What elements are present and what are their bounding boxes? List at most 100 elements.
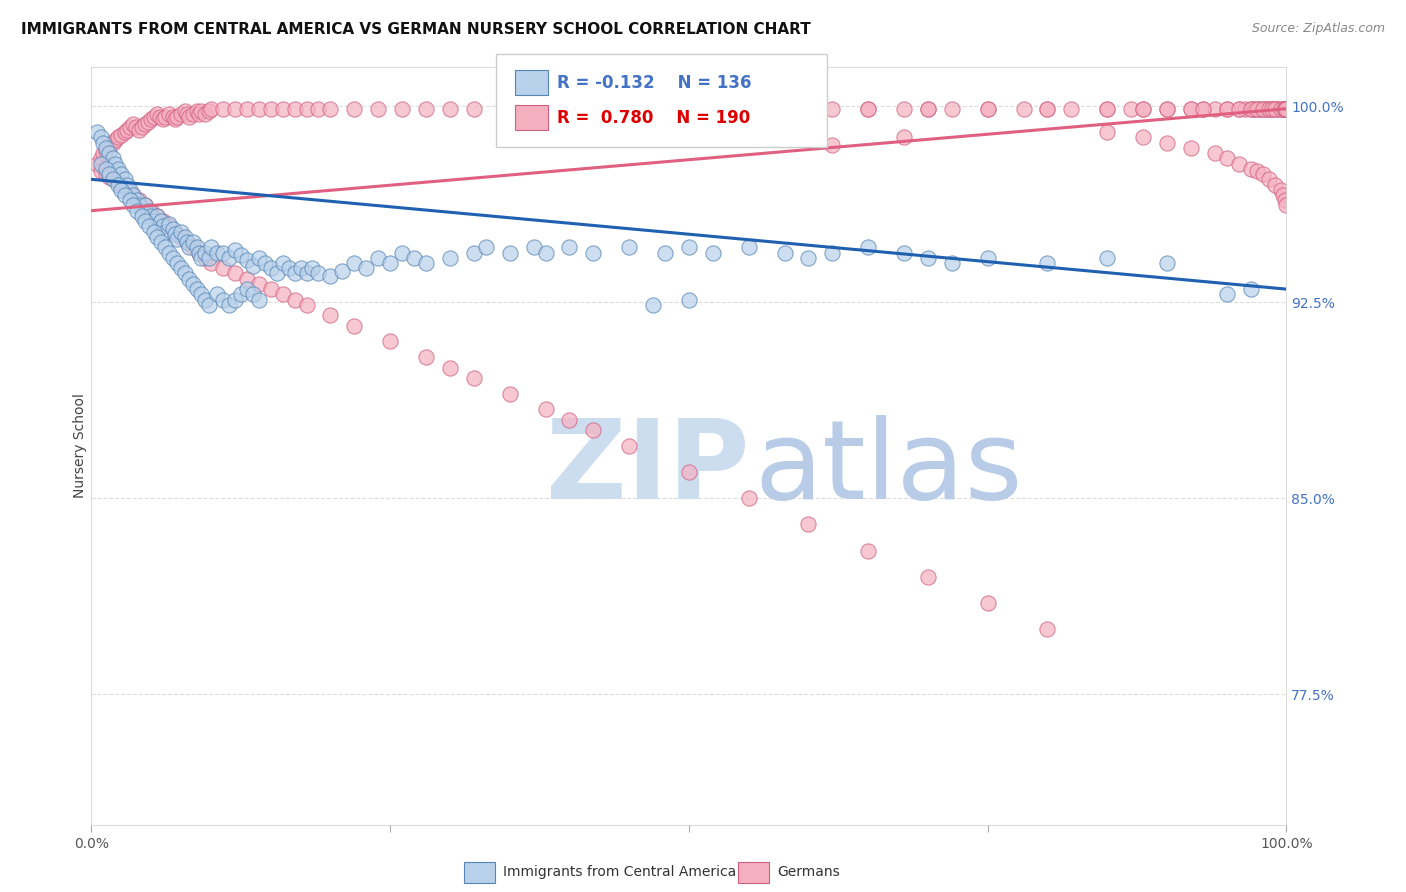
Point xyxy=(619,439,641,453)
Point xyxy=(131,209,153,223)
Point xyxy=(98,138,121,153)
Point xyxy=(125,193,148,207)
Point xyxy=(114,188,136,202)
Point xyxy=(194,107,217,121)
Point xyxy=(678,293,700,307)
Point xyxy=(146,107,169,121)
Point xyxy=(1204,146,1226,161)
Point xyxy=(1233,102,1256,116)
Point xyxy=(176,235,198,249)
Point xyxy=(1272,102,1295,116)
Point xyxy=(186,240,208,254)
Point xyxy=(118,120,141,134)
Point xyxy=(1264,102,1286,116)
Point xyxy=(1156,136,1178,150)
Point xyxy=(224,102,246,116)
Point xyxy=(1192,102,1215,116)
Y-axis label: Nursery School: Nursery School xyxy=(73,393,87,499)
Point xyxy=(190,251,212,265)
Point xyxy=(211,102,233,116)
Point xyxy=(181,277,204,291)
Point xyxy=(229,287,252,301)
Point xyxy=(1215,102,1237,116)
Point xyxy=(301,261,323,276)
Point xyxy=(122,188,145,202)
Point xyxy=(211,261,233,276)
Point xyxy=(181,240,204,254)
Point xyxy=(582,102,605,116)
Point xyxy=(136,115,159,129)
Point xyxy=(1265,102,1288,116)
Point xyxy=(170,230,193,244)
Point xyxy=(415,256,437,270)
Point xyxy=(856,102,880,116)
Point xyxy=(1180,102,1202,116)
Point xyxy=(1156,102,1178,116)
Point xyxy=(284,102,307,116)
Point xyxy=(110,128,132,142)
Text: R = -0.132    N = 136: R = -0.132 N = 136 xyxy=(557,74,751,92)
Point xyxy=(284,293,307,307)
Point xyxy=(197,251,219,265)
Text: Source: ZipAtlas.com: Source: ZipAtlas.com xyxy=(1251,22,1385,36)
Point xyxy=(224,267,246,281)
Point xyxy=(1215,102,1237,116)
Point xyxy=(134,198,156,212)
Point xyxy=(114,172,136,186)
Point xyxy=(1271,102,1294,116)
Point xyxy=(259,282,281,296)
Point xyxy=(125,203,148,218)
Point xyxy=(242,259,264,273)
Point xyxy=(378,334,402,349)
Point xyxy=(295,298,318,312)
Point xyxy=(463,102,485,116)
Point xyxy=(114,125,136,139)
Point xyxy=(641,298,664,312)
Point xyxy=(94,167,117,181)
Point xyxy=(128,198,150,212)
Point xyxy=(155,225,177,239)
Point xyxy=(1012,102,1035,116)
Point xyxy=(1258,102,1281,116)
Point xyxy=(893,130,915,145)
Point xyxy=(157,219,180,234)
Point xyxy=(1244,102,1267,116)
Text: Germans: Germans xyxy=(778,865,841,880)
Point xyxy=(821,102,844,116)
Point xyxy=(1275,198,1298,212)
Text: atlas: atlas xyxy=(755,416,1024,522)
Point xyxy=(1156,256,1178,270)
Point xyxy=(173,104,195,119)
Point xyxy=(1215,287,1237,301)
Point xyxy=(558,413,581,427)
Point xyxy=(149,214,172,228)
Point xyxy=(242,287,264,301)
Point xyxy=(821,245,844,260)
Point xyxy=(101,152,124,166)
Point xyxy=(115,178,138,192)
Point xyxy=(224,243,246,257)
Point xyxy=(737,240,759,254)
Point xyxy=(404,251,426,265)
Point xyxy=(107,130,129,145)
Point xyxy=(247,102,270,116)
Point xyxy=(1275,102,1298,116)
Point xyxy=(166,232,188,246)
Point xyxy=(86,156,108,170)
Point xyxy=(90,130,112,145)
Point xyxy=(797,517,820,532)
Text: IMMIGRANTS FROM CENTRAL AMERICA VS GERMAN NURSERY SCHOOL CORRELATION CHART: IMMIGRANTS FROM CENTRAL AMERICA VS GERMA… xyxy=(21,22,811,37)
Point xyxy=(194,245,217,260)
Point xyxy=(678,240,700,254)
Point xyxy=(1036,102,1059,116)
Point xyxy=(534,102,557,116)
Point xyxy=(1256,102,1278,116)
Point xyxy=(737,491,759,506)
Point xyxy=(134,198,156,212)
Point xyxy=(737,102,759,116)
Point xyxy=(1270,102,1292,116)
Point xyxy=(179,271,201,285)
Point xyxy=(179,240,201,254)
Point xyxy=(173,230,195,244)
Point xyxy=(229,248,252,262)
